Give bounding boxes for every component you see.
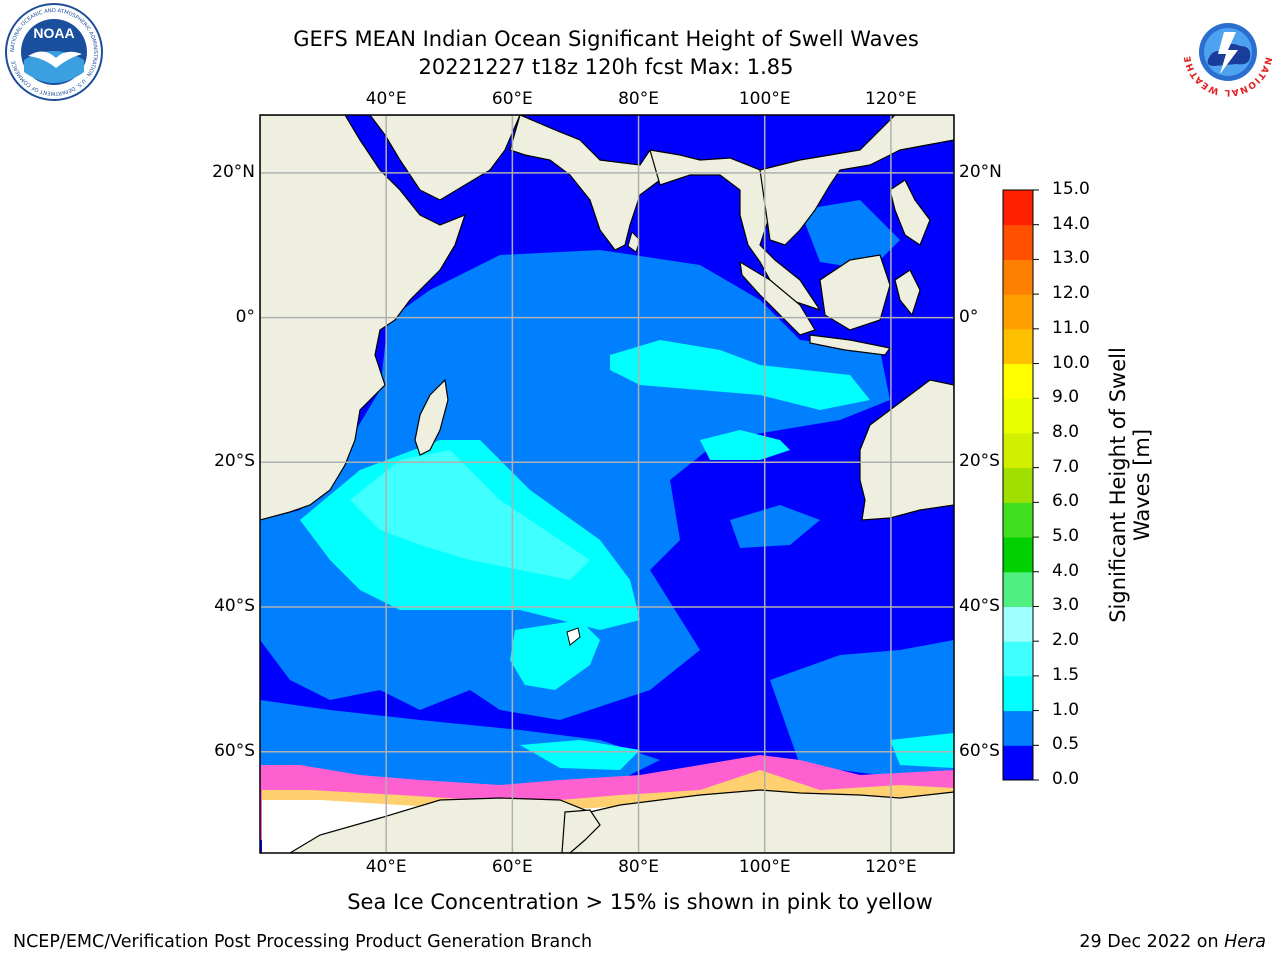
- colorbar-swatch: [1003, 432, 1033, 469]
- colorbar-tick-label: 1.0: [1052, 699, 1080, 720]
- lat-label-right: 0°: [959, 306, 979, 327]
- lat-label-left: 40°S: [214, 596, 255, 616]
- land-sri-lanka: [627, 231, 641, 253]
- lat-label-left: 60°S: [214, 740, 255, 761]
- colorbar-swatch: [1003, 710, 1033, 746]
- colorbar-swatch: [1003, 259, 1033, 295]
- noaa-logo: NATIONAL OCEANIC AND ATMOSPHERIC ADMINIS…: [4, 2, 104, 102]
- colorbar-tick-label: 0.5: [1052, 734, 1080, 755]
- lat-label-left: 20°S: [214, 451, 255, 472]
- colorbar-tick-label: 2.0: [1052, 630, 1080, 651]
- colorbar-swatch: [1003, 675, 1033, 712]
- lon-label-bottom: 80°E: [618, 857, 659, 877]
- nws-logo: NATIONAL WEATHER SERVICE: [1174, 0, 1278, 102]
- lon-label-bottom: 120°E: [865, 857, 917, 877]
- colorbar-tick-label: 6.0: [1052, 491, 1080, 512]
- footer-credit: NCEP/EMC/Verification Post Processing Pr…: [13, 932, 593, 952]
- colorbar-label-line1: Significant Height of Swell: [1106, 347, 1130, 623]
- colorbar-tick-label: 15.0: [1052, 179, 1090, 199]
- colorbar-swatch: [1003, 328, 1033, 365]
- lon-label-top: 100°E: [738, 89, 791, 109]
- colorbar-tick-label: 10.0: [1052, 352, 1090, 373]
- lon-label-bottom: 100°E: [738, 857, 791, 877]
- colorbar-tick-label: 9.0: [1052, 387, 1080, 408]
- chart-title: GEFS MEAN Indian Ocean Significant Heigh…: [293, 27, 919, 51]
- land-southeast-asia: [649, 149, 822, 312]
- map-area: [260, 115, 954, 853]
- colorbar-tick-label: 4.0: [1052, 560, 1080, 581]
- colorbar-swatch: [1003, 502, 1033, 538]
- lon-label-top: 60°E: [491, 89, 533, 109]
- colorbar-swatch: [1003, 224, 1033, 260]
- colorbar-tick-label: 5.0: [1052, 526, 1080, 547]
- footer-date-text: 29 Dec 2022 on: [1079, 932, 1225, 952]
- colorbar-tick-label: 14.0: [1052, 213, 1090, 234]
- land-antarctica-peninsula: [561, 809, 601, 853]
- colorbar-swatch: [1003, 363, 1033, 399]
- lon-label-bottom: 40°E: [365, 857, 407, 877]
- land-kerguelen: [566, 627, 581, 646]
- colorbar-swatch: [1003, 745, 1033, 781]
- swell-band-1.0-1.5: [520, 740, 640, 770]
- gridlines: [260, 115, 954, 853]
- sea-ice-note: Sea Ice Concentration > 15% is shown in …: [347, 890, 933, 914]
- colorbar-tick-label: 7.0: [1052, 456, 1080, 477]
- land-australia: [859, 379, 954, 521]
- lon-label-bottom: 60°E: [491, 857, 533, 877]
- lat-label-right: 20°S: [959, 451, 1000, 472]
- lat-label-right: 60°S: [959, 740, 1000, 761]
- footer-date: 29 Dec 2022 on Hera: [1079, 932, 1266, 952]
- land-sumatra: [739, 260, 816, 336]
- swell-band-1.0-1.5: [890, 733, 954, 768]
- swell-band-1.5-2.0: [350, 450, 590, 580]
- colorbar-swatch: [1003, 606, 1033, 642]
- land-madagascar: [414, 378, 449, 456]
- chart-subtitle: 20221227 t18z 120h fcst Max: 1.85: [418, 55, 794, 79]
- colorbar-swatch: [1003, 641, 1033, 677]
- land-sulawesi-philippines: [889, 179, 931, 317]
- lon-label-top: 40°E: [365, 89, 407, 109]
- colorbar-tick-label: 1.5: [1052, 664, 1080, 685]
- noaa-logo-text: NOAA: [33, 25, 74, 41]
- colorbar-swatch: [1003, 537, 1033, 573]
- colorbar-label-line2: Waves [m]: [1130, 428, 1154, 542]
- land-java: [809, 334, 892, 356]
- lat-label-left: 20°N: [212, 161, 255, 182]
- footer-host: Hera: [1224, 932, 1266, 952]
- colorbar-tick-label: 3.0: [1052, 595, 1080, 616]
- colorbar-tick-label: 8.0: [1052, 421, 1080, 442]
- lat-label-left: 0°: [235, 306, 255, 327]
- land-indochina: [759, 115, 954, 246]
- colorbar-swatch: [1003, 294, 1033, 330]
- colorbar-swatch: [1003, 190, 1033, 226]
- swell-band-1.0-1.5: [610, 340, 870, 410]
- colorbar-swatch: [1003, 571, 1033, 607]
- land-antarctica: [288, 789, 954, 853]
- colorbar: [1003, 190, 1033, 781]
- colorbar-tick-label: 0.0: [1052, 769, 1080, 789]
- colorbar-swatch: [1003, 467, 1033, 503]
- lat-label-right: 40°S: [959, 596, 1000, 616]
- map-frame: [259, 114, 955, 854]
- lon-label-top: 120°E: [865, 89, 917, 109]
- lat-label-right: 20°N: [959, 161, 1002, 182]
- swell-band-1.0-1.5: [700, 430, 790, 460]
- swell-band-0.5-1.0: [800, 200, 900, 270]
- colorbar-tick-label: 11.0: [1052, 317, 1090, 338]
- land-india: [509, 115, 661, 251]
- colorbar-tick-label: 12.0: [1052, 283, 1090, 304]
- colorbar-swatch: [1003, 398, 1033, 434]
- colorbar-tick-label: 13.0: [1052, 248, 1090, 269]
- swell-band-0.5-1.0: [730, 505, 820, 548]
- colorbar-frame: [1002, 189, 1034, 781]
- lon-label-top: 80°E: [618, 89, 659, 109]
